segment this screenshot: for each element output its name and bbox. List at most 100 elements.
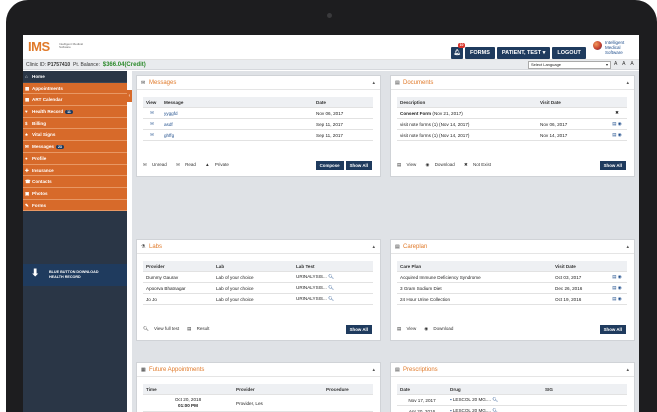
message-cell[interactable]: ghffg [164, 132, 175, 138]
legend-label: Download [434, 162, 455, 167]
sidebar-item-home[interactable]: ⌂ Home [23, 71, 127, 83]
sidebar-item-label: Forms [32, 202, 47, 208]
table-row[interactable]: Acquired Immune Deficiency Syndrome Oct 0… [397, 272, 627, 283]
document-icon: ▤ [395, 80, 400, 86]
sidebar-item-messages[interactable]: ✉ Messages 23 [23, 141, 127, 153]
careplan-table: Care Plan Visit Date Acquired Immune Defic… [397, 261, 627, 305]
sidebar-item-photos[interactable]: ▣ Photos [23, 187, 127, 200]
envelope-icon[interactable]: ✉ [150, 110, 154, 115]
table-row[interactable]: Jo Jo Lab of your choice URINALYSIS... 🔍︎ [143, 294, 373, 305]
visit-date-cell: Nov 14, 2017 [540, 132, 568, 138]
row-actions: ▤ ◉ [607, 274, 627, 280]
document-icon[interactable]: ▤ [612, 296, 618, 301]
download-icon[interactable]: ◉ [617, 121, 622, 126]
search-icon[interactable]: 🔍︎ [326, 296, 334, 301]
download-icon[interactable]: ◉ [617, 274, 622, 279]
table-row[interactable]: ✉ ghffg Sep 11, 2017 [143, 130, 373, 141]
search-icon[interactable]: 🔍︎ [490, 397, 498, 402]
sidebar-item-label: Profile [32, 155, 47, 161]
labs-actions: Show All [345, 325, 372, 334]
table-row[interactable]: 24 Hour Urine Collection Oct 19, 2016 ▤ ◉ [397, 294, 627, 305]
notifications-button[interactable]: 🔔︎ 10 [451, 43, 465, 59]
contacts-icon: ☎ [25, 179, 31, 185]
search-icon[interactable]: 🔍︎ [326, 285, 334, 290]
sidebar-item-contacts[interactable]: ☎ Contacts [23, 176, 127, 188]
envelope-icon[interactable]: ✉ [150, 132, 154, 137]
document-icon[interactable]: ▤ [612, 121, 618, 126]
sidebar-item-profile[interactable]: ● Profile [23, 152, 127, 165]
language-select[interactable]: Select Language ▾ [528, 61, 611, 69]
table-row[interactable]: ✉ yyggfd Nov 06, 2017 [143, 108, 373, 119]
patient-dropdown[interactable]: PATIENT, TEST ▾ [496, 47, 551, 59]
careplan-show-all-button[interactable]: Show All [599, 325, 626, 334]
table-row[interactable]: Oct 20, 2018 01:00 PM Provider, Les [143, 395, 373, 412]
collapse-caret-icon[interactable]: ▴ [372, 80, 375, 86]
provider-cell: Dummy Gaurav [146, 274, 179, 280]
table-row[interactable]: Apoorva Bhatnagar Lab of your choice URINA… [143, 283, 373, 294]
legend-label: View [406, 326, 417, 331]
collapse-caret-icon[interactable]: ▴ [626, 367, 629, 373]
sidebar-item-billing[interactable]: $ Billing [23, 117, 127, 130]
font-size-controls[interactable]: A A A [614, 61, 636, 67]
sidebar-item-label: Home [32, 74, 45, 79]
table-row[interactable]: 3 Gram Sodium Diet Dec 26, 2016 ▤ ◉ [397, 283, 627, 294]
sidebar-item-insurance[interactable]: ✚ Insurance [23, 164, 127, 177]
table-row[interactable]: visit note forms (1) (Nov 14, 2017) Nov 1… [397, 130, 627, 141]
careplan-legend: ▤ View ◉ Download [397, 326, 461, 332]
table-row[interactable]: Nov 17, 2017 ▪ LESCOL 20 MG.... 🔍︎ [397, 395, 627, 406]
collapse-caret-icon[interactable]: ▴ [372, 367, 375, 373]
logo-subtitle: Intelligent Medical Software [59, 42, 84, 50]
balance-value: $366.04(Credit) [102, 62, 146, 68]
table-row[interactable]: Consent Form (Nov 21, 2017) ✖ [397, 108, 627, 119]
table-row[interactable]: Dummy Gaurav Lab of your choice URINALYSIS… [143, 272, 373, 283]
logout-button[interactable]: LOGOUT [552, 47, 586, 59]
search-icon[interactable]: 🔍︎ [490, 408, 498, 412]
search-icon[interactable]: 🔍︎ [326, 274, 334, 279]
row-actions: ▤ ◉ [607, 285, 627, 291]
col-visit-date: Visit Date [555, 263, 576, 269]
col-sig: SIG [545, 386, 553, 392]
collapse-caret-icon[interactable]: ▴ [626, 80, 629, 86]
consent-label: Consent Form [400, 110, 432, 116]
sidebar-item-health-record[interactable]: ♥ Health Record 11 [23, 106, 127, 118]
download-icon: ◉ [424, 326, 430, 331]
ims-logo[interactable]: IMS [28, 39, 50, 54]
labs-show-all-button[interactable]: Show All [345, 325, 372, 334]
sidebar-collapse-button[interactable]: ‹ [127, 90, 132, 102]
sidebar-item-label: Vital Signs [32, 132, 56, 138]
download-icon[interactable]: ◉ [617, 296, 622, 301]
message-cell[interactable]: yyggfd [164, 110, 178, 116]
message-cell[interactable]: asdf [164, 121, 173, 127]
documents-show-all-button[interactable]: Show All [599, 161, 626, 170]
download-icon[interactable]: ◉ [617, 132, 622, 137]
description-cell: visit note forms (1) (Nov 14, 2017) [400, 121, 470, 127]
blue-button-download[interactable]: ⬇ BLUE BUTTON DOWNLOAD HEALTH RECORD [23, 264, 127, 286]
download-legend: ◉ Download [424, 326, 457, 331]
collapse-caret-icon[interactable]: ▴ [626, 244, 629, 250]
messages-show-all-button[interactable]: Show All [345, 161, 372, 170]
table-row[interactable]: ✉ asdf Sep 11, 2017 [143, 119, 373, 130]
download-icon[interactable]: ◉ [617, 285, 622, 290]
legend-label: Not Exist [473, 162, 492, 167]
visit-date-cell: Dec 26, 2016 [555, 285, 583, 291]
sidebar-item-vital-signs[interactable]: ♣ Vital Signs [23, 129, 127, 142]
drug-cell: ▪ LESCOL 20 MG.... 🔍︎ [447, 408, 542, 412]
sidebar-item-forms[interactable]: ✎ Forms [23, 199, 127, 212]
table-row[interactable]: visit note forms (1) (Nov 14, 2017) Nov 0… [397, 119, 627, 130]
envelope-icon: ✉ [141, 80, 146, 86]
appointments-table: Time Provider Procedure Oct 20, 2018 01:00 P… [143, 384, 373, 412]
table-row[interactable]: Apr 20, 2016 ▪ LESCOL 20 MG.... 🔍︎ [397, 406, 627, 412]
document-icon[interactable]: ▤ [612, 285, 618, 290]
document-icon[interactable]: ▤ [612, 274, 618, 279]
view-cell: ✉ [143, 132, 161, 138]
messages-actions: Compose Show All [315, 161, 372, 170]
document-icon[interactable]: ▤ [612, 132, 618, 137]
sidebar-item-label: Photos [32, 190, 48, 196]
envelope-icon[interactable]: ✉ [150, 121, 154, 126]
sidebar-item-appointments[interactable]: ▦ Appointments [23, 82, 127, 95]
collapse-caret-icon[interactable]: ▴ [372, 244, 375, 250]
sidebar-item-art-calendar[interactable]: ▦ ART Calendar [23, 94, 127, 107]
compose-button[interactable]: Compose [315, 161, 344, 170]
visit-date-cell: Nov 06, 2017 [540, 121, 568, 127]
forms-button[interactable]: FORMS [465, 47, 495, 59]
